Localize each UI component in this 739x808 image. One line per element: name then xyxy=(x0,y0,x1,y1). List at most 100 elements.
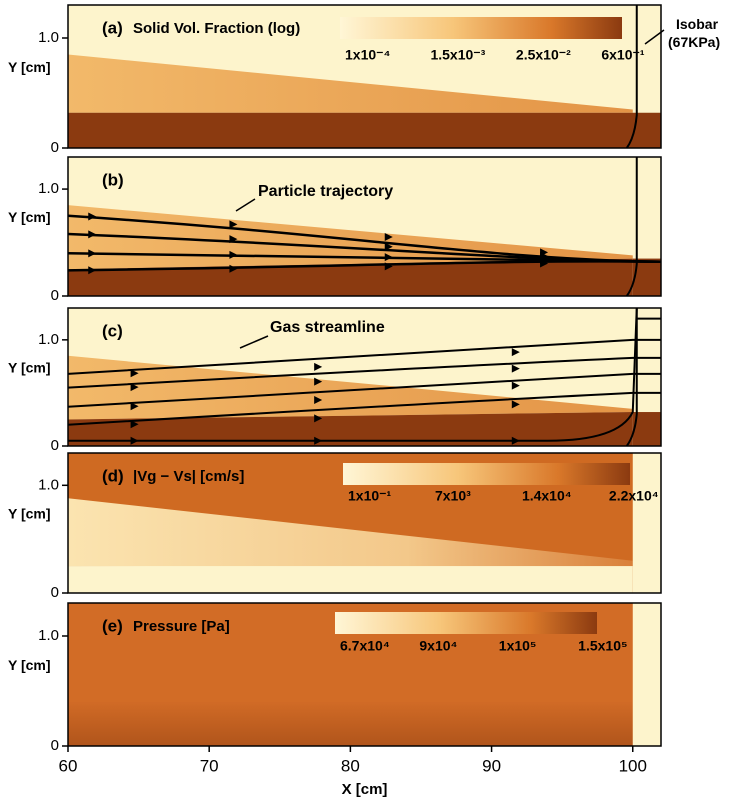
panel-frame xyxy=(67,452,662,594)
panel-frame xyxy=(67,156,662,297)
colorbar-label: 1x10⁻⁴ xyxy=(345,47,391,63)
high-pressure xyxy=(68,702,633,746)
colorbar-label: 1x10⁻¹ xyxy=(348,488,392,504)
colorbar-label: 2.5x10⁻² xyxy=(516,47,571,63)
streamline xyxy=(67,372,661,408)
y-axis-label: Y [cm] xyxy=(8,506,51,522)
panel-label: (a) xyxy=(102,18,123,37)
colorbar-label: 1.5x10⁻³ xyxy=(430,47,485,63)
streamline xyxy=(67,338,661,375)
isobar xyxy=(625,157,638,297)
colorbar-label: 9x10⁴ xyxy=(419,638,457,654)
pointer xyxy=(239,335,269,349)
x-tick-label: 100 xyxy=(619,756,647,775)
arrow-head xyxy=(130,420,139,429)
panel-frame xyxy=(67,307,662,447)
streamline xyxy=(67,391,661,426)
particle-layer xyxy=(68,54,633,113)
y-tick-label: 1.0 xyxy=(38,627,59,644)
arrow-head xyxy=(88,266,97,275)
streamline xyxy=(68,307,638,442)
isobar xyxy=(625,5,638,149)
colorbar-label: 1x10⁵ xyxy=(499,638,537,654)
slip-region xyxy=(68,498,633,570)
arrow-head xyxy=(540,259,549,268)
annotation: Isobar (67KPa) xyxy=(668,16,722,50)
arrow-head xyxy=(384,253,393,262)
arrow-head xyxy=(229,264,238,273)
panel-label: (c) xyxy=(102,321,123,340)
colorbar-label: 7x10³ xyxy=(435,488,471,504)
x-tick-label: 60 xyxy=(59,756,78,775)
annotation: Particle trajectory xyxy=(258,183,393,200)
pointer xyxy=(235,198,256,212)
isobar xyxy=(625,308,638,447)
annotation: Gas streamline xyxy=(270,319,385,336)
x-axis-label: X [cm] xyxy=(342,781,388,798)
y-tick-label: 0 xyxy=(51,139,59,156)
arrow-head xyxy=(314,436,323,445)
panel-title: Solid Vol. Fraction (log) xyxy=(133,20,300,37)
y-tick-label: 1.0 xyxy=(38,476,59,493)
y-tick-label: 0 xyxy=(51,737,59,754)
panel-frame xyxy=(67,602,662,747)
arrow-head xyxy=(511,364,520,373)
colorbar-label: 6x10⁻¹ xyxy=(601,47,645,63)
arrow-head xyxy=(314,414,323,423)
x-tick-label: 70 xyxy=(200,756,219,775)
arrow-head xyxy=(88,230,97,239)
panel-title: Pressure [Pa] xyxy=(133,618,230,635)
arrow-head xyxy=(314,377,323,386)
arrow-head xyxy=(88,249,97,258)
y-axis-label: Y [cm] xyxy=(8,657,51,673)
packed-bed xyxy=(632,412,661,446)
colorbar xyxy=(335,612,597,634)
particle-layer xyxy=(68,355,633,420)
arrow-head xyxy=(314,362,323,371)
arrow-head xyxy=(88,212,97,221)
packed-bed xyxy=(68,412,633,446)
panel-label: (e) xyxy=(102,616,123,635)
colorbar-label: 1.4x10⁴ xyxy=(522,488,572,504)
arrow-head xyxy=(511,381,520,390)
colorbar-label: 6.7x10⁴ xyxy=(340,638,390,654)
arrow-head xyxy=(511,436,520,445)
colorbar xyxy=(343,463,630,485)
y-tick-label: 1.0 xyxy=(38,180,59,197)
x-tick-label: 80 xyxy=(341,756,360,775)
colorbar-label: 2.2x10⁴ xyxy=(609,488,659,504)
arrow-head xyxy=(130,402,139,411)
y-tick-label: 0 xyxy=(51,287,59,304)
y-tick-label: 1.0 xyxy=(38,331,59,348)
arrow-head xyxy=(384,232,393,241)
panel-label: (b) xyxy=(102,170,124,189)
y-tick-label: 1.0 xyxy=(38,29,59,46)
arrow-head xyxy=(384,242,393,251)
arrow-head xyxy=(130,383,139,392)
streamline xyxy=(67,356,661,389)
arrow-head xyxy=(314,396,323,405)
downstream xyxy=(632,603,661,746)
packed-bed xyxy=(68,112,661,148)
low-region xyxy=(68,566,633,593)
x-tick-label: 90 xyxy=(482,756,501,775)
y-axis-label: Y [cm] xyxy=(8,59,51,75)
panel-label: (d) xyxy=(102,466,124,485)
panel-frame xyxy=(67,4,662,149)
downstream xyxy=(632,453,661,593)
arrow-head xyxy=(229,220,238,229)
arrow-head xyxy=(511,400,520,409)
y-axis-label: Y [cm] xyxy=(8,360,51,376)
y-axis-label: Y [cm] xyxy=(8,209,51,225)
y-tick-label: 0 xyxy=(51,437,59,454)
arrow-head xyxy=(229,250,238,259)
colorbar xyxy=(340,17,622,39)
panel-title: |Vg − Vs| [cm/s] xyxy=(133,468,244,485)
arrow-head xyxy=(130,369,139,378)
arrow-head xyxy=(229,235,238,244)
arrow-head xyxy=(511,348,520,357)
trajectory xyxy=(67,260,662,272)
colorbar-label: 1.5x10⁵ xyxy=(578,638,627,654)
